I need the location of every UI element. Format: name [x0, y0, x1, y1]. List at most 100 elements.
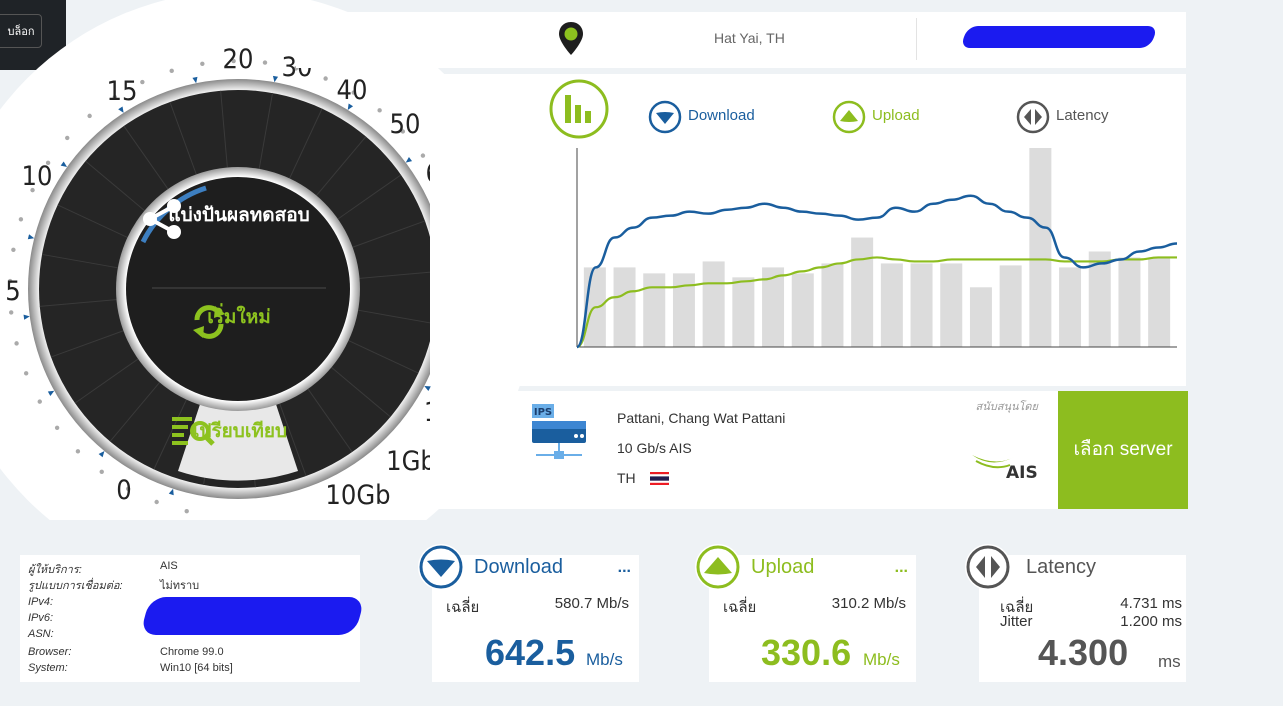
gauge-tick-dot	[99, 469, 104, 475]
gauge-segment-line	[358, 309, 435, 325]
connection-info-panel: ผู้ให้บริการ: AIS รูปแบบการเชื่อมต่อ: ไม่ท…	[20, 555, 366, 682]
upload-speed-value: 330.6	[761, 632, 852, 673]
server-country: TH	[617, 470, 669, 486]
share-icon	[143, 199, 181, 239]
latency-arrows-icon	[1016, 100, 1050, 134]
download-icon-circle	[418, 544, 464, 590]
download-speed-value: 642.5	[485, 632, 576, 673]
upload-arrow-icon	[832, 100, 866, 134]
latency-bar	[910, 263, 933, 347]
gauge-tick-dot	[45, 160, 51, 166]
download-arrow-icon	[648, 100, 682, 134]
select-server-button[interactable]: เลือก server	[1058, 391, 1188, 509]
latency-avg-label: เฉลี่ย	[1000, 599, 1034, 616]
gauge-tick-dot	[37, 399, 42, 404]
gauge-scale-label: 0	[116, 475, 131, 506]
gauge-segment-line	[359, 271, 437, 279]
latency-avg-value: 4.731 ms	[1120, 595, 1182, 612]
gauge-scale-label: 5	[5, 276, 20, 307]
gauge-segment-line	[348, 340, 419, 374]
latency-bar	[762, 267, 785, 347]
gauge-segment-line	[337, 174, 402, 220]
gauge-scale-label: 10Gb	[325, 480, 390, 511]
legend-upload[interactable]: Upload	[832, 100, 920, 138]
download-result-card: Download ... เฉลี่ย 580.7 Mb/s 642.5 Mb/…	[418, 544, 639, 682]
gauge-segment-line	[307, 388, 353, 453]
restart-label: เริ่มใหม่	[207, 306, 271, 328]
gauge-tick-dot	[377, 108, 382, 113]
chart-view-icon[interactable]	[548, 78, 610, 140]
upload-icon-circle	[695, 544, 741, 590]
latency-bar	[1118, 257, 1141, 347]
latency-bar	[1088, 251, 1111, 347]
latency-bar	[999, 265, 1022, 347]
latency-icon-circle	[965, 544, 1011, 590]
upload-result-card: Upload ... เฉลี่ย 310.2 Mb/s 330.6 Mb/s	[695, 544, 916, 682]
gauge-tick-dot	[140, 79, 145, 85]
legend-download[interactable]: Download	[648, 100, 755, 138]
gauge-tick-dot	[262, 60, 268, 65]
gauge-tick-dot	[54, 425, 60, 430]
legend-latency[interactable]: Latency	[1016, 100, 1109, 138]
download-arrow-icon	[419, 545, 463, 589]
gauge-tick-dot	[87, 113, 92, 119]
gauge-tick-dot	[23, 371, 29, 376]
gauge-segment-line	[258, 92, 274, 169]
upload-title: Upload	[751, 556, 815, 578]
gauge-major-tick	[47, 390, 55, 396]
gauge-major-tick	[98, 451, 105, 458]
upload-unit: Mb/s	[863, 650, 900, 669]
share-label: แบ่งปันผลทดสอบ	[168, 204, 310, 226]
gauge-major-tick	[118, 106, 124, 113]
gauge-tick-dot	[112, 94, 118, 100]
client-location: Hat Yai, TH	[714, 30, 785, 46]
speed-chart-panel: Download Upload Latency	[430, 74, 1186, 386]
latency-bar	[940, 263, 963, 347]
gauge-major-tick	[192, 76, 198, 84]
share-result-button[interactable]: แบ่งปันผลทดสอบ	[139, 196, 339, 239]
gauge-segment-line	[57, 204, 128, 238]
ais-logo: AIS	[970, 447, 1042, 485]
gauge-tick-dot	[351, 90, 356, 95]
gauge-tick-dot	[420, 153, 426, 158]
gauge-scale-label: 40	[337, 75, 368, 106]
gauge-scale-label: 50	[390, 109, 421, 140]
gauge-tick-dot	[75, 449, 81, 454]
latency-bar	[851, 237, 874, 347]
gauge-segment-line	[74, 358, 139, 404]
gauge-tick-dot	[30, 187, 35, 193]
download-more-button[interactable]: ...	[617, 559, 631, 576]
gauge-segment-line	[331, 367, 391, 418]
gauge-segment-line	[279, 403, 307, 477]
gauge-scale-label: 10	[22, 161, 53, 192]
gauge-graphic: 05101520304050607080901001Gb10Gb	[0, 0, 536, 520]
compare-button[interactable]: เปรียบเทียบ	[170, 414, 310, 446]
location-pin-icon	[559, 22, 583, 55]
download-unit: Mb/s	[586, 650, 623, 669]
server-panel: IPS Pattani, Chang Wat Pattani 10 Gb/s A…	[430, 391, 1058, 509]
ais-logo-text: AIS	[1006, 463, 1038, 481]
gauge-tick-dot	[184, 508, 189, 514]
latency-bar	[821, 263, 844, 347]
restart-button[interactable]: เริ่มใหม่	[189, 302, 289, 339]
upload-series-line	[576, 256, 1177, 349]
gauge-tick-dot	[200, 61, 205, 67]
gauge-major-tick	[27, 234, 35, 240]
redacted-user-info	[959, 26, 1159, 48]
tooltip-button[interactable]: บล็อก	[0, 14, 42, 48]
download-avg-label: เฉลี่ย	[446, 599, 480, 616]
latency-bar	[1059, 267, 1082, 347]
tooltip-panel: บล็อก	[0, 0, 66, 70]
latency-result-card: Latency เฉลี่ย 4.731 ms Jitter 1.200 ms …	[965, 544, 1186, 682]
sponsor-label: สนับสนุนโดย	[975, 401, 1038, 413]
gauge-tick-dot	[11, 247, 16, 253]
gauge-major-tick	[272, 75, 279, 83]
latency-bar	[672, 273, 695, 347]
latency-bar	[613, 267, 636, 347]
gauge-tick-dot	[9, 310, 14, 315]
gauge-major-tick	[60, 161, 68, 168]
gauge-tick-dot	[231, 58, 236, 64]
upload-more-button[interactable]: ...	[894, 559, 908, 576]
gauge-segment-line	[352, 220, 426, 248]
refresh-icon	[193, 305, 225, 339]
